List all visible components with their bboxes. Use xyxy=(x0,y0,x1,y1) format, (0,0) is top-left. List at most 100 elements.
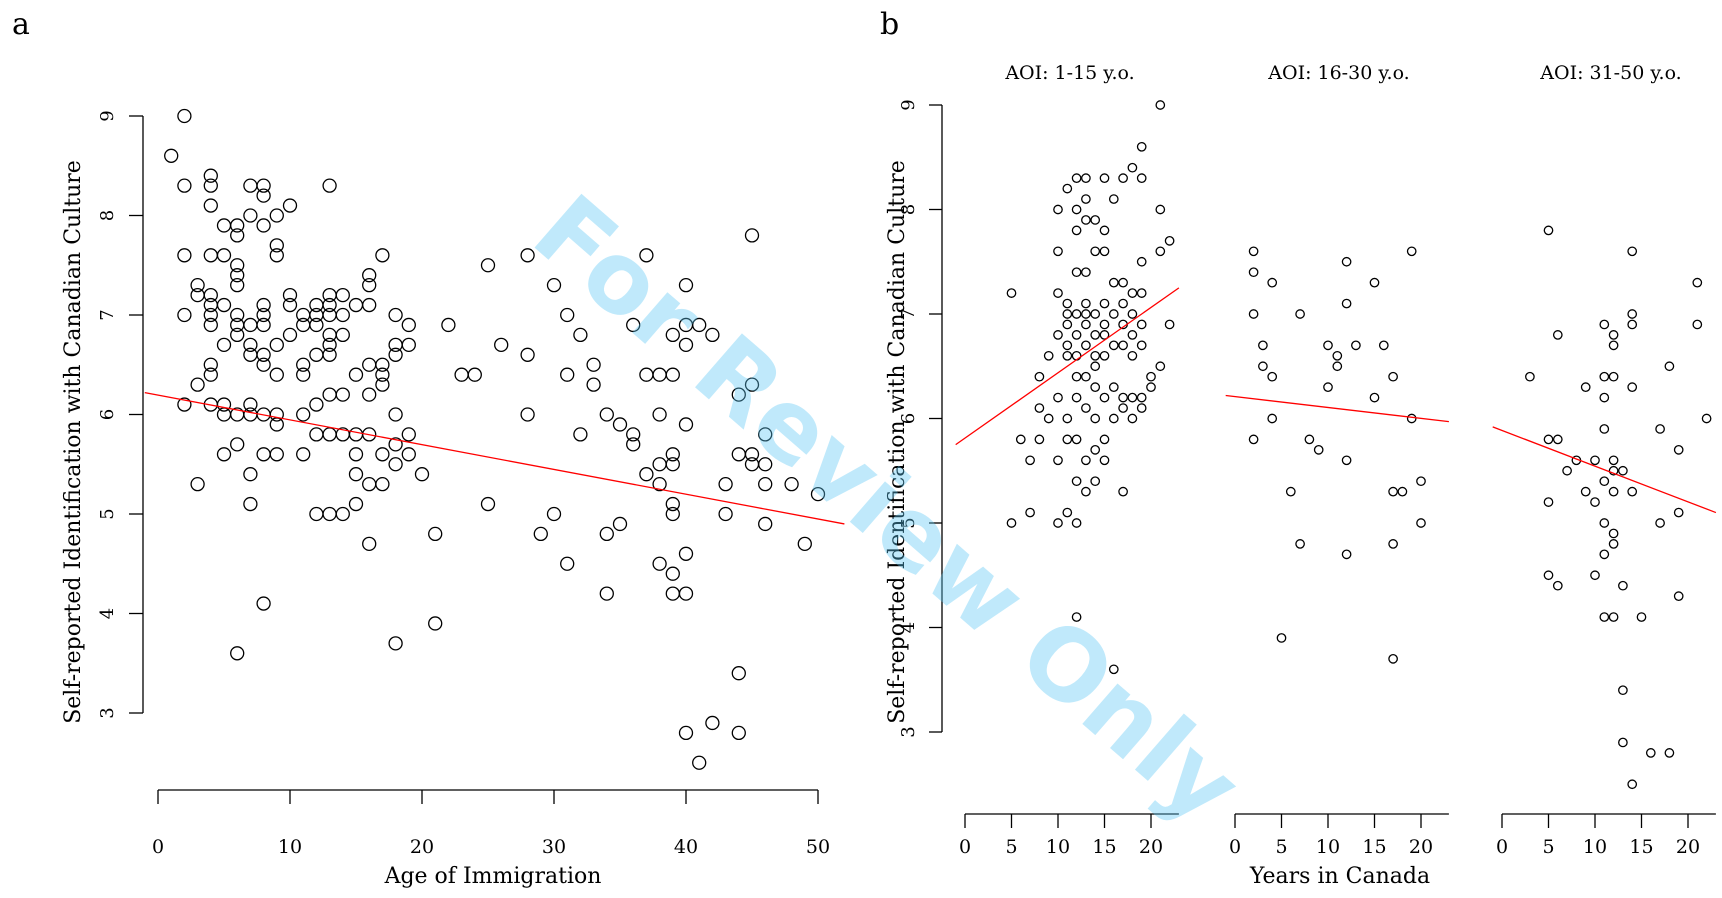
panel-a-x-tick-label: 20 xyxy=(410,836,434,858)
panel-a-data-point xyxy=(269,407,284,422)
panel-a-data-point xyxy=(203,307,218,323)
panel-a-data-point xyxy=(362,277,377,293)
panel-b-data-point xyxy=(1164,236,1175,246)
panel-b-data-point xyxy=(1071,612,1082,622)
panel-b-data-point xyxy=(1599,371,1610,382)
panel-b-data-point xyxy=(1608,465,1619,476)
panel-a-data-point xyxy=(678,725,694,741)
panel-a-data-point xyxy=(665,506,680,522)
panel-b-data-point xyxy=(1599,518,1610,528)
panel-a-data-point xyxy=(296,367,311,382)
panel-a-data-point xyxy=(322,427,337,442)
panel-a-data-point xyxy=(362,536,377,551)
panel-a-data-point xyxy=(626,317,641,333)
panel-a-data-point xyxy=(348,447,364,462)
panel-b-data-point xyxy=(1099,173,1110,183)
panel-b-subplot-fit-line xyxy=(1492,426,1717,514)
panel-b-data-point xyxy=(1608,330,1619,340)
panel-b-data-point xyxy=(1378,340,1389,351)
panel-b-data-point xyxy=(1155,204,1166,215)
panel-b-data-point xyxy=(1332,350,1343,361)
panel-b-data-point xyxy=(1053,246,1063,257)
panel-b-data-point xyxy=(1043,350,1054,361)
panel-b-data-point xyxy=(1341,256,1352,267)
panel-b-data-point xyxy=(1323,340,1333,351)
panel-b-data-point xyxy=(1248,267,1259,278)
panel-b-data-point xyxy=(1043,413,1054,424)
panel-a-data-point xyxy=(586,357,601,372)
panel-b-data-point xyxy=(1351,340,1361,351)
panel-b-data-point xyxy=(1416,476,1426,487)
panel-b-data-point xyxy=(1406,413,1417,424)
panel-b-data-point xyxy=(1025,507,1035,518)
panel-a-data-point xyxy=(744,228,760,243)
panel-b-data-point xyxy=(1118,392,1128,403)
panel-b-data-point xyxy=(1090,382,1101,392)
panel-a-data-point xyxy=(520,248,535,263)
panel-b-data-point xyxy=(1267,413,1278,424)
panel-b-data-point xyxy=(1248,246,1259,257)
panel-b-data-point xyxy=(1618,685,1628,696)
panel-b-data-point xyxy=(1127,413,1138,424)
panel-a-data-point xyxy=(309,397,324,412)
panel-b-data-point xyxy=(1025,455,1035,466)
panel-b-data-point xyxy=(1053,518,1063,528)
panel-a-data-point xyxy=(375,447,390,462)
panel-b-subplot-fit-line xyxy=(955,287,1180,446)
panel-a-data-point xyxy=(282,297,298,313)
panel-b-data-point xyxy=(1108,664,1119,675)
panel-b-data-point xyxy=(1118,486,1128,497)
panel-b-data-point xyxy=(1081,319,1091,330)
panel-b-subplot-x-tick-label: 5 xyxy=(1542,836,1554,858)
panel-b-data-point xyxy=(1081,486,1091,497)
panel-b-data-point xyxy=(1081,309,1091,319)
panel-a-data-point xyxy=(177,178,192,193)
panel-b-data-point xyxy=(1090,246,1101,257)
panel-a-data-point xyxy=(296,447,311,462)
panel-a-label: a xyxy=(12,7,30,42)
panel-a-data-point xyxy=(256,317,271,333)
panel-a-data-point xyxy=(230,258,245,273)
panel-a-data-point xyxy=(494,337,509,353)
panel-b-data-point xyxy=(1090,309,1101,319)
panel-a-data-point xyxy=(309,427,324,442)
panel-a-data-point xyxy=(269,417,284,432)
panel-a-data-point xyxy=(520,407,535,422)
panel-b-data-point xyxy=(1627,309,1638,319)
panel-b-data-point xyxy=(1155,100,1166,110)
panel-b-data-point xyxy=(1276,633,1287,643)
panel-a-data-point xyxy=(599,586,614,601)
panel-b-data-point xyxy=(1332,361,1343,372)
panel-a-data-point xyxy=(652,457,667,472)
panel-a-y-tick-label: 5 xyxy=(97,508,118,519)
panel-a-data-point xyxy=(216,297,232,313)
panel-a-data-point xyxy=(546,277,562,293)
panel-a-data-point xyxy=(282,287,298,303)
panel-a-data-point xyxy=(665,586,680,601)
panel-a-data-point xyxy=(797,536,812,551)
panel-b-data-point xyxy=(1015,434,1026,445)
panel-a-data-point xyxy=(401,447,416,462)
panel-b-data-point xyxy=(1416,518,1426,528)
panel-b-y-tick-label: 7 xyxy=(898,308,919,319)
panel-b-data-point xyxy=(1127,288,1138,298)
panel-a-data-point xyxy=(428,616,443,631)
panel-b-data-point xyxy=(1099,392,1110,403)
panel-b-data-point xyxy=(1664,748,1675,758)
panel-b-data-point xyxy=(1090,215,1101,225)
panel-a-data-point xyxy=(322,297,337,313)
panel-a-data-point xyxy=(256,307,271,323)
panel-b-data-point xyxy=(1285,486,1296,497)
panel-a-data-point xyxy=(362,297,377,313)
panel-a-data-point xyxy=(203,178,218,193)
panel-b-data-point xyxy=(1034,371,1045,382)
panel-b-data-point xyxy=(1599,424,1610,434)
panel-a-data-point xyxy=(810,486,826,502)
panel-a-data-point xyxy=(401,317,416,333)
panel-b-subplot-x-tick-label: 20 xyxy=(1676,836,1700,858)
panel-a-data-point xyxy=(322,337,337,353)
panel-b-data-point xyxy=(1062,434,1073,445)
panel-b-data-point xyxy=(1081,371,1091,382)
panel-a-data-point xyxy=(599,407,614,422)
